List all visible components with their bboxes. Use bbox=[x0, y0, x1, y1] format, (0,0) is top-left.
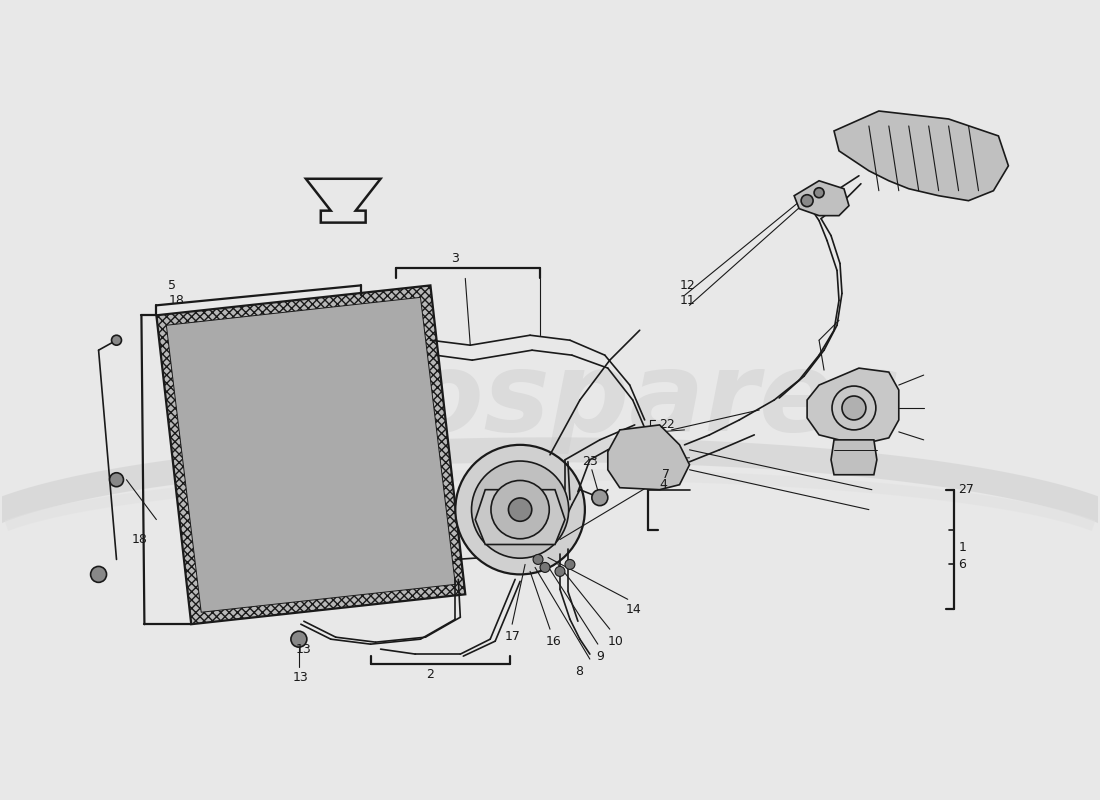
Polygon shape bbox=[794, 181, 849, 216]
Circle shape bbox=[540, 562, 550, 572]
Text: 13: 13 bbox=[293, 670, 309, 683]
Polygon shape bbox=[475, 490, 565, 545]
Circle shape bbox=[290, 631, 307, 647]
Text: 2: 2 bbox=[427, 667, 434, 681]
Text: 7: 7 bbox=[661, 468, 670, 482]
Text: 5: 5 bbox=[168, 279, 176, 292]
Circle shape bbox=[455, 445, 585, 574]
Circle shape bbox=[472, 461, 569, 558]
Polygon shape bbox=[834, 111, 1009, 201]
Text: 23: 23 bbox=[582, 455, 597, 468]
Text: 9: 9 bbox=[596, 650, 604, 662]
Circle shape bbox=[565, 559, 575, 570]
Text: 14: 14 bbox=[626, 602, 641, 616]
Polygon shape bbox=[166, 298, 455, 612]
Circle shape bbox=[491, 481, 549, 538]
Circle shape bbox=[534, 554, 543, 565]
Polygon shape bbox=[156, 286, 465, 624]
Text: 12: 12 bbox=[680, 279, 695, 292]
Polygon shape bbox=[830, 440, 877, 474]
Text: 13: 13 bbox=[296, 642, 311, 656]
Circle shape bbox=[556, 566, 565, 576]
Circle shape bbox=[90, 566, 107, 582]
Circle shape bbox=[814, 188, 824, 198]
Circle shape bbox=[592, 490, 608, 506]
Text: 8: 8 bbox=[575, 665, 583, 678]
Text: 1: 1 bbox=[958, 541, 967, 554]
Text: 16: 16 bbox=[546, 634, 562, 648]
Text: 22: 22 bbox=[660, 418, 675, 431]
Text: 3: 3 bbox=[451, 252, 460, 265]
Circle shape bbox=[842, 396, 866, 420]
Text: 6: 6 bbox=[958, 558, 967, 571]
Circle shape bbox=[801, 194, 813, 206]
Polygon shape bbox=[608, 425, 690, 490]
Text: 18: 18 bbox=[132, 533, 147, 546]
Text: 11: 11 bbox=[680, 294, 695, 307]
Circle shape bbox=[111, 335, 121, 345]
Text: 27: 27 bbox=[958, 483, 975, 496]
Polygon shape bbox=[306, 178, 381, 222]
Circle shape bbox=[508, 498, 531, 522]
Text: 10: 10 bbox=[608, 634, 624, 648]
Text: eurospares: eurospares bbox=[199, 346, 901, 454]
Circle shape bbox=[110, 473, 123, 486]
Polygon shape bbox=[807, 368, 899, 445]
Text: 17: 17 bbox=[505, 630, 521, 642]
Text: 4: 4 bbox=[660, 478, 668, 491]
Text: 18: 18 bbox=[168, 294, 184, 307]
